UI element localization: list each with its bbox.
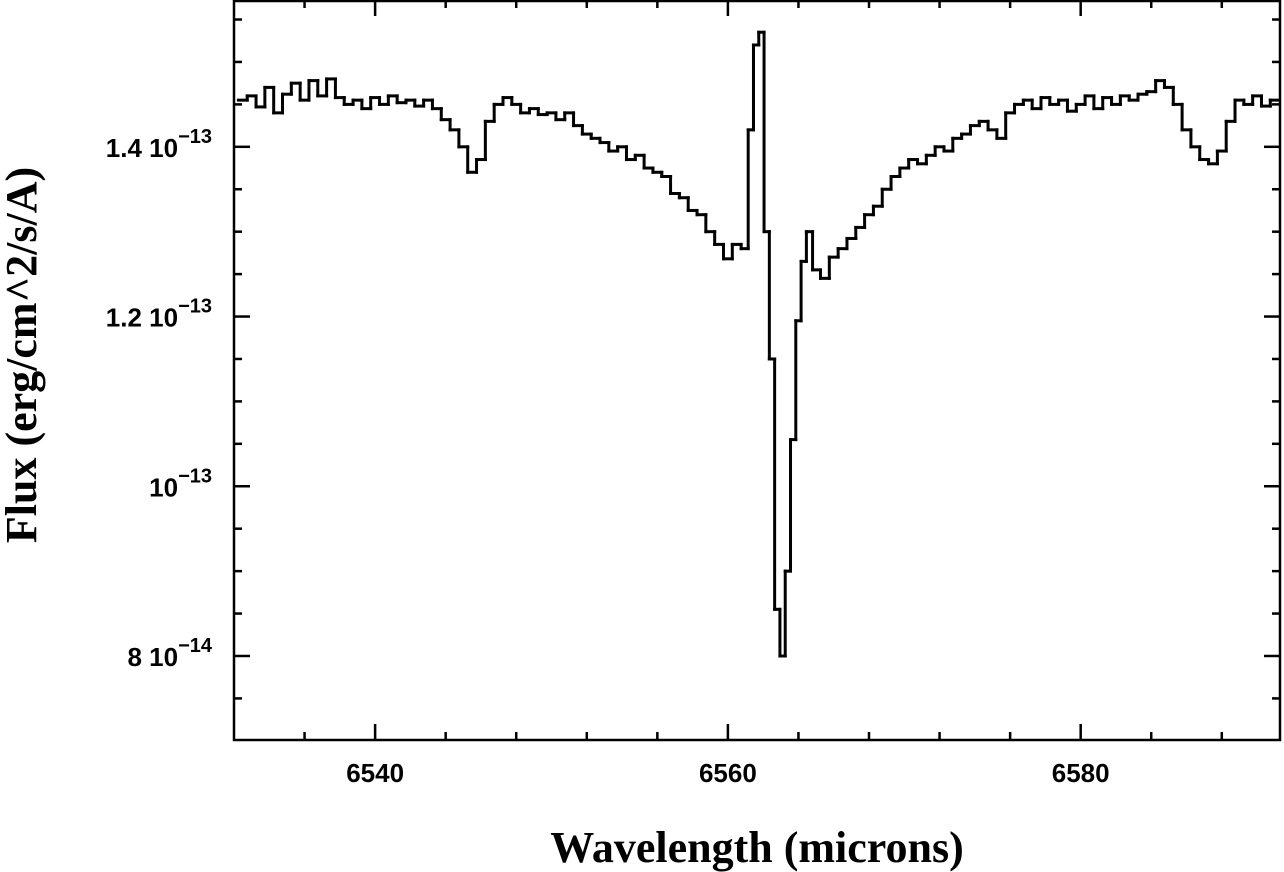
y-tick-mantissa: 8 10: [127, 642, 178, 672]
x-tick-label: 6560: [699, 758, 757, 788]
x-tick-label: 6580: [1052, 758, 1110, 788]
plot-frame: [232, 0, 1282, 742]
x-axis-label: Wavelength (microns): [550, 823, 964, 872]
x-tick-label: 6540: [346, 758, 404, 788]
y-tick-exponent: −13: [178, 296, 212, 318]
y-tick-label: 10−13: [149, 465, 212, 502]
y-tick-exponent: −14: [178, 635, 213, 657]
y-tick-mantissa: 1.2 10: [106, 303, 178, 333]
y-tick-label: 1.2 10−13: [106, 296, 212, 333]
y-axis-label: Flux (erg/cm^2/s/A): [0, 167, 46, 543]
y-tick-mantissa: 10: [149, 472, 178, 502]
y-tick-exponent: −13: [178, 126, 212, 148]
y-tick-exponent: −13: [178, 465, 212, 487]
y-tick-label: 8 10−14: [127, 635, 212, 672]
y-tick-label: 1.4 10−13: [106, 126, 212, 163]
plot-area: [236, 30, 1280, 658]
y-tick-mantissa: 1.4 10: [106, 133, 178, 163]
